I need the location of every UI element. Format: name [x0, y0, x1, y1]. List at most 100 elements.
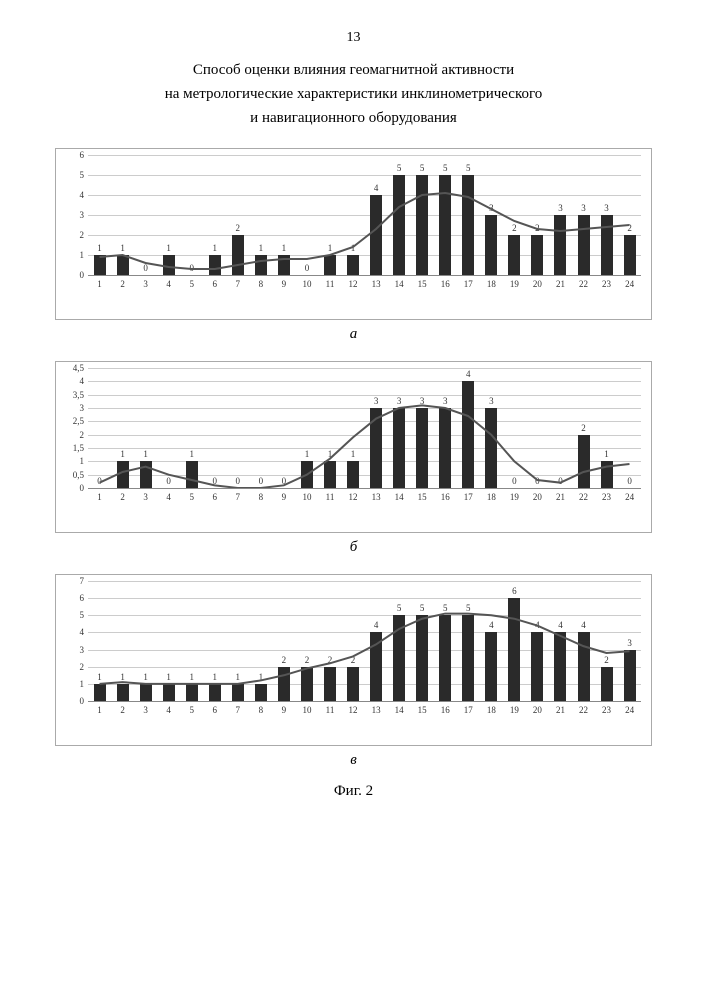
- bar-value-label: 0: [512, 476, 517, 486]
- bar: 3: [601, 215, 613, 275]
- bar-slot: 5: [411, 155, 434, 275]
- plot-area: 0123456110101211011455553223332: [88, 155, 641, 275]
- bar-value-label: 1: [97, 672, 102, 682]
- title-line-3: и навигационного оборудования: [55, 106, 652, 130]
- bar-value-label: 1: [189, 449, 194, 459]
- bar: 1: [301, 461, 313, 488]
- bar: 2: [508, 235, 520, 275]
- bar-slot: 0: [203, 368, 226, 488]
- y-tick-label: 1: [62, 679, 84, 689]
- bar-slot: 2: [572, 368, 595, 488]
- bar-value-label: 1: [305, 449, 310, 459]
- bar-value-label: 2: [627, 223, 632, 233]
- y-tick-label: 0,5: [62, 470, 84, 480]
- x-tick-label: 23: [595, 705, 618, 715]
- bar: 5: [439, 175, 451, 275]
- bar: 1: [347, 461, 359, 488]
- bar: 1: [324, 461, 336, 488]
- bar-slot: 3: [549, 155, 572, 275]
- bar-value-label: 0: [213, 476, 218, 486]
- bar-value-label: 5: [397, 603, 402, 613]
- bar-value-label: 1: [282, 243, 287, 253]
- x-tick-label: 14: [388, 705, 411, 715]
- bar-slot: 0: [226, 368, 249, 488]
- bar-slot: 3: [480, 155, 503, 275]
- bar-slot: 2: [618, 155, 641, 275]
- x-tick-label: 17: [457, 492, 480, 502]
- bar-value-label: 5: [466, 163, 471, 173]
- page-number: 13: [55, 30, 652, 46]
- bar-value-label: 1: [120, 672, 125, 682]
- x-tick-label: 10: [295, 492, 318, 502]
- bar-value-label: 0: [166, 476, 171, 486]
- bar: 5: [416, 175, 428, 275]
- bar-slot: 1: [249, 155, 272, 275]
- x-tick-label: 7: [226, 492, 249, 502]
- y-tick-label: 6: [62, 150, 84, 160]
- x-tick-label: 9: [272, 705, 295, 715]
- bar: 2: [531, 235, 543, 275]
- bar-slot: 1: [272, 155, 295, 275]
- x-tick-label: 15: [411, 492, 434, 502]
- bar-value-label: 2: [581, 423, 586, 433]
- y-tick-label: 5: [62, 610, 84, 620]
- bar-slot: 0: [272, 368, 295, 488]
- x-tick-label: 19: [503, 279, 526, 289]
- bar-value-label: 0: [558, 476, 563, 486]
- x-tick-label: 10: [295, 279, 318, 289]
- bar-slot: 4: [365, 581, 388, 701]
- bar: 3: [624, 650, 636, 701]
- bar-value-label: 0: [143, 263, 148, 273]
- bar-value-label: 0: [259, 476, 264, 486]
- bar-slot: 2: [526, 155, 549, 275]
- x-tick-label: 1: [88, 705, 111, 715]
- x-tick-label: 6: [203, 705, 226, 715]
- x-tick-label: 3: [134, 279, 157, 289]
- bar-value-label: 1: [351, 243, 356, 253]
- bar-slot: 6: [503, 581, 526, 701]
- x-tick-label: 15: [411, 705, 434, 715]
- bar-value-label: 1: [213, 672, 218, 682]
- chart-в: 0123456711111111222245555464442312345678…: [55, 574, 652, 769]
- bar: 1: [140, 461, 152, 488]
- chart-frame: 00,511,522,533,544,501101000011133334300…: [55, 361, 652, 533]
- chart-б: 00,511,522,533,544,501101000011133334300…: [55, 361, 652, 556]
- bar-slot: 5: [457, 155, 480, 275]
- bar-value-label: 1: [259, 243, 264, 253]
- bar-value-label: 0: [305, 263, 310, 273]
- bar-slot: 1: [157, 581, 180, 701]
- bar-slot: 3: [388, 368, 411, 488]
- bar-value-label: 5: [420, 163, 425, 173]
- x-tick-label: 4: [157, 492, 180, 502]
- bar-slot: 0: [295, 155, 318, 275]
- x-tick-label: 3: [134, 705, 157, 715]
- bar: 1: [324, 255, 336, 275]
- bar: 1: [140, 684, 152, 701]
- bar-value-label: 0: [535, 476, 540, 486]
- x-tick-label: 2: [111, 705, 134, 715]
- bar-slot: 0: [526, 368, 549, 488]
- bar-slot: 2: [295, 581, 318, 701]
- x-tick-label: 1: [88, 279, 111, 289]
- bar-value-label: 1: [328, 243, 333, 253]
- bar-slot: 0: [618, 368, 641, 488]
- bar-value-label: 4: [581, 620, 586, 630]
- bar-slot: 1: [111, 581, 134, 701]
- bar-value-label: 0: [236, 476, 241, 486]
- bar-value-label: 2: [512, 223, 517, 233]
- bar: 3: [578, 215, 590, 275]
- bar-value-label: 1: [604, 449, 609, 459]
- bar-slot: 2: [503, 155, 526, 275]
- bar-slot: 2: [226, 155, 249, 275]
- bar: 5: [439, 615, 451, 701]
- bar: 1: [94, 255, 106, 275]
- y-tick-label: 2: [62, 230, 84, 240]
- bar: 3: [439, 408, 451, 488]
- bar-slot: 3: [365, 368, 388, 488]
- bar-value-label: 5: [397, 163, 402, 173]
- bar: 1: [163, 255, 175, 275]
- y-tick-label: 7: [62, 576, 84, 586]
- bar: 1: [94, 684, 106, 701]
- bar-value-label: 1: [143, 672, 148, 682]
- y-tick-label: 0: [62, 270, 84, 280]
